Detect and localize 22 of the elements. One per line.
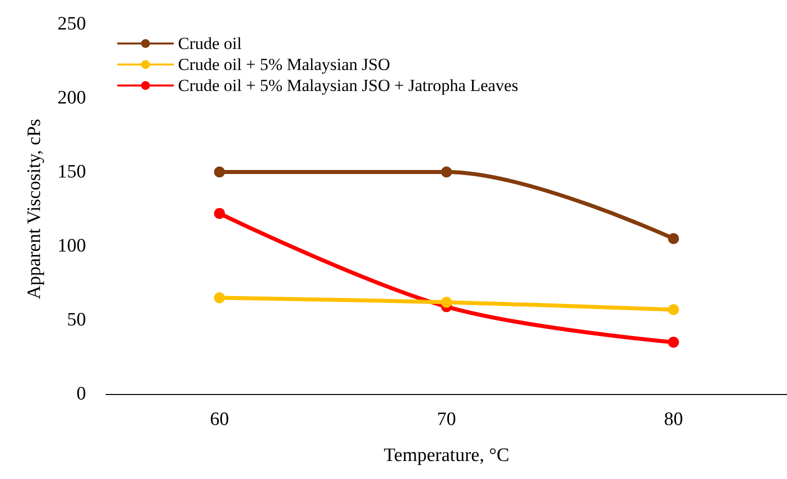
y-tick-label: 50 (67, 310, 86, 330)
point (214, 292, 225, 304)
x-tick-label: 60 (210, 409, 229, 430)
legend-label: Crude oil + 5% Malaysian JSO (178, 55, 390, 74)
point (441, 166, 452, 178)
x-tick-label: 80 (664, 409, 683, 430)
y-tick-label: 250 (58, 14, 86, 34)
x-tick-label: 70 (437, 409, 456, 430)
point (214, 166, 225, 178)
legend-label: Crude oil + 5% Malaysian JSO + Jatropha Leaves (178, 76, 518, 95)
point (668, 233, 679, 244)
point (441, 296, 452, 308)
point (668, 304, 679, 316)
y-tick-label: 100 (58, 236, 86, 256)
x-axis-title: Temperature, °C (384, 445, 510, 466)
y-tick-label: 150 (58, 162, 86, 182)
y-tick-label: 200 (58, 88, 86, 108)
point (214, 208, 225, 219)
y-tick-label: 0 (76, 384, 86, 404)
legend-label: Crude oil (178, 34, 242, 53)
point (668, 336, 679, 348)
y-axis-title: Apparent Viscosity, cPs (24, 118, 45, 300)
